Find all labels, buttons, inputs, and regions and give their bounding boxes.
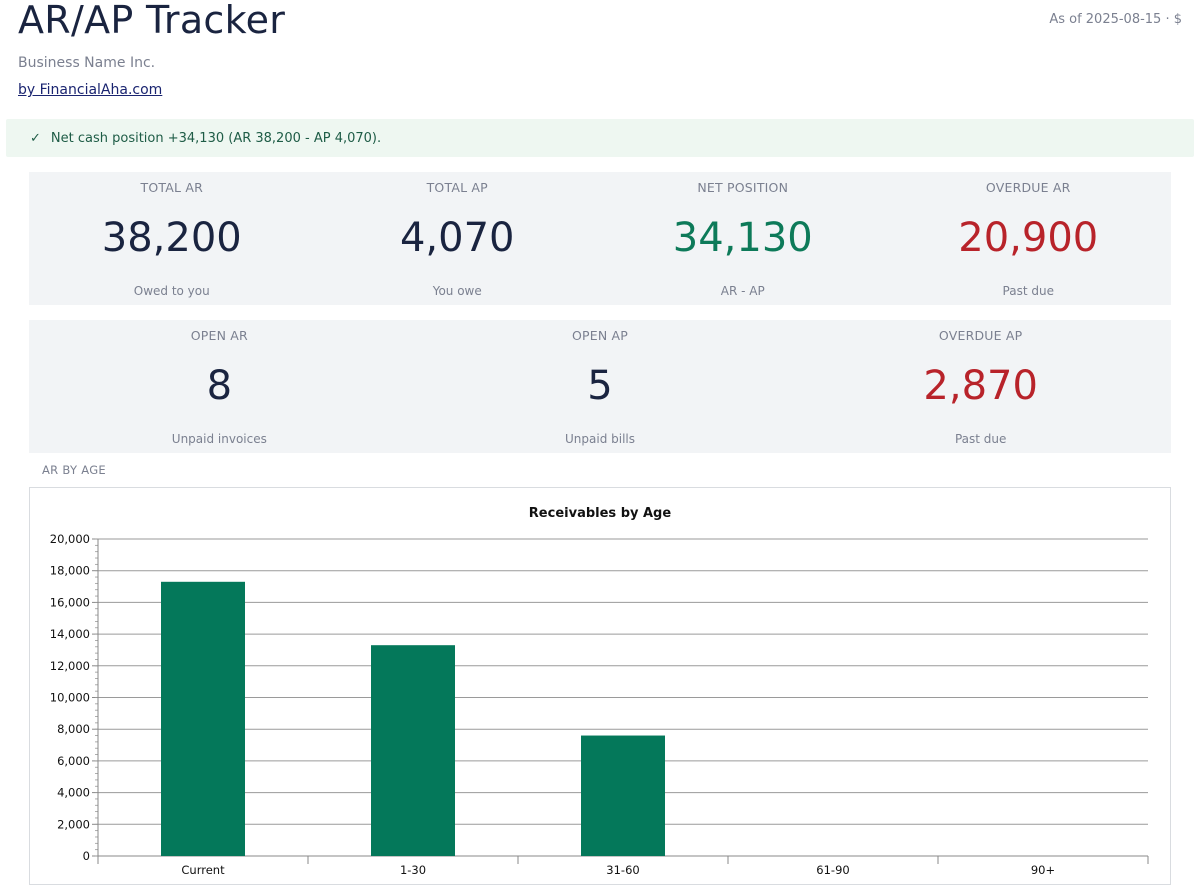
kpi-caption: You owe: [432, 284, 482, 298]
kpi-caption: Past due: [954, 432, 1007, 446]
kpi-caption: AR - AP: [720, 284, 765, 298]
kpi-label: TOTAL AR: [140, 180, 203, 195]
chart-title: Receivables by Age: [529, 506, 672, 521]
kpi-value: 20,900: [958, 215, 1099, 261]
x-tick-label: 31-60: [606, 863, 639, 877]
y-tick-label: 20,000: [50, 532, 90, 546]
banner-text: Net cash position +34,130 (AR 38,200 - A…: [50, 130, 382, 146]
kpi-value: 34,130: [672, 215, 813, 261]
kpi-value: 4,070: [399, 215, 515, 261]
business-name: Business Name Inc.: [18, 55, 156, 71]
ar-by-age-chart: Receivables by Age 0 2,000 4,000 6,000 8,000…: [29, 487, 1171, 885]
x-tick-label: Current: [181, 863, 225, 877]
kpi-value: 8: [206, 363, 233, 409]
y-tick-label: 0: [83, 849, 90, 863]
kpi-total-ar: TOTAL AR 38,200 Owed to you: [29, 172, 315, 305]
x-tick-label: 1-30: [400, 863, 426, 877]
y-tick-label: 10,000: [50, 691, 90, 705]
kpi-row-primary: TOTAL AR 38,200 Owed to you TOTAL AP 4,0…: [29, 172, 1171, 305]
y-tick-label: 12,000: [50, 659, 90, 673]
kpi-row-secondary: OPEN AR 8 Unpaid invoices OPEN AP 5 Unpa…: [29, 320, 1171, 453]
kpi-overdue-ar: OVERDUE AR 20,900 Past due: [886, 172, 1172, 305]
net-cash-banner: ✓ Net cash position +34,130 (AR 38,200 -…: [6, 119, 1194, 157]
kpi-label: OVERDUE AR: [985, 180, 1071, 195]
x-tick-label: 61-90: [816, 863, 849, 877]
y-tick-label: 18,000: [50, 564, 90, 578]
kpi-overdue-ap: OVERDUE AP 2,870 Past due: [790, 320, 1171, 453]
kpi-caption: Unpaid invoices: [171, 432, 267, 446]
check-icon: ✓: [30, 130, 41, 146]
page-title: AR/AP Tracker: [18, 0, 286, 42]
kpi-value: 38,200: [101, 215, 242, 261]
y-tick-label: 6,000: [57, 754, 90, 768]
kpi-label: OVERDUE AP: [938, 328, 1023, 343]
kpi-value: 2,870: [923, 363, 1038, 409]
kpi-label: OPEN AP: [571, 328, 629, 343]
x-tick-label: 90+: [1031, 863, 1055, 877]
y-tick-label: 4,000: [57, 786, 90, 800]
kpi-caption: Unpaid bills: [565, 432, 635, 446]
kpi-caption: Owed to you: [133, 284, 210, 298]
kpi-open-ap: OPEN AP 5 Unpaid bills: [410, 320, 791, 453]
kpi-label: TOTAL AP: [426, 180, 488, 195]
kpi-value: 5: [587, 363, 613, 409]
kpi-label: NET POSITION: [697, 180, 789, 195]
kpi-caption: Past due: [1002, 284, 1054, 298]
as-of-date: As of 2025-08-15 · $: [1049, 12, 1182, 27]
y-tick-label: 8,000: [57, 722, 90, 736]
section-label-ar-by-age: AR BY AGE: [42, 463, 106, 477]
kpi-net-position: NET POSITION 34,130 AR - AP: [600, 172, 886, 305]
financialaha-link[interactable]: by FinancialAha.com: [18, 82, 163, 98]
bar-current: [161, 581, 245, 856]
bar-31-60: [581, 735, 665, 856]
kpi-total-ap: TOTAL AP 4,070 You owe: [315, 172, 601, 305]
kpi-label: OPEN AR: [190, 328, 248, 343]
receivables-bar-chart: Receivables by Age 0 2,000 4,000 6,000 8,000…: [50, 506, 1149, 877]
y-tick-label: 2,000: [57, 817, 90, 831]
bar-1-30: [371, 645, 455, 856]
y-tick-label: 16,000: [50, 595, 90, 609]
kpi-open-ar: OPEN AR 8 Unpaid invoices: [29, 320, 410, 453]
y-tick-label: 14,000: [50, 627, 90, 641]
